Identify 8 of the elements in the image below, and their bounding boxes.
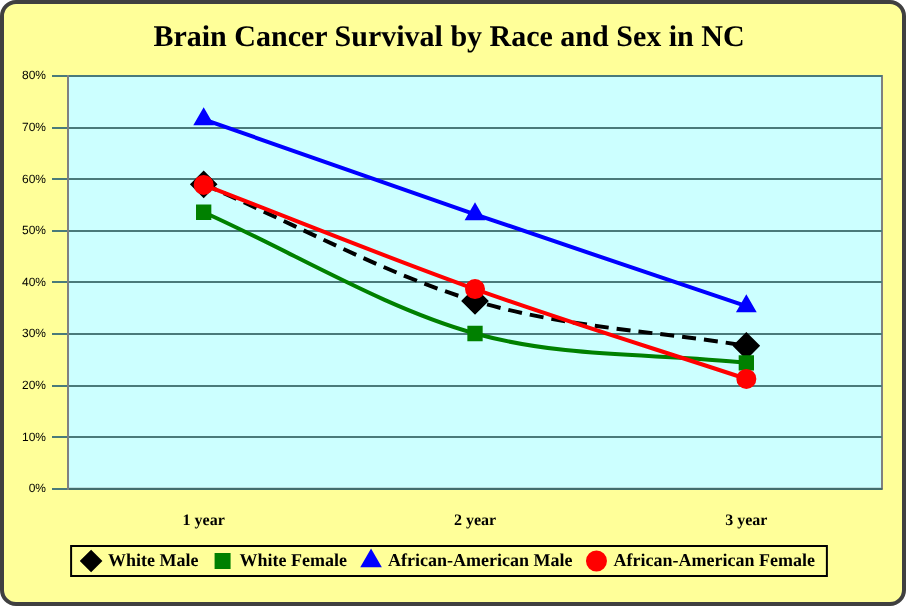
legend-label: White Female: [239, 549, 348, 570]
chart-title: Brain Cancer Survival by Race and Sex in NC: [153, 21, 745, 54]
x-tick-label: 3 year: [725, 510, 769, 529]
legend-label: White Male: [108, 549, 199, 570]
x-tick-label: 2 year: [453, 510, 497, 529]
legend-label: African-American Female: [613, 549, 815, 570]
x-tick-label: 1 year: [182, 510, 226, 529]
legend-label: African-American Male: [388, 549, 573, 570]
